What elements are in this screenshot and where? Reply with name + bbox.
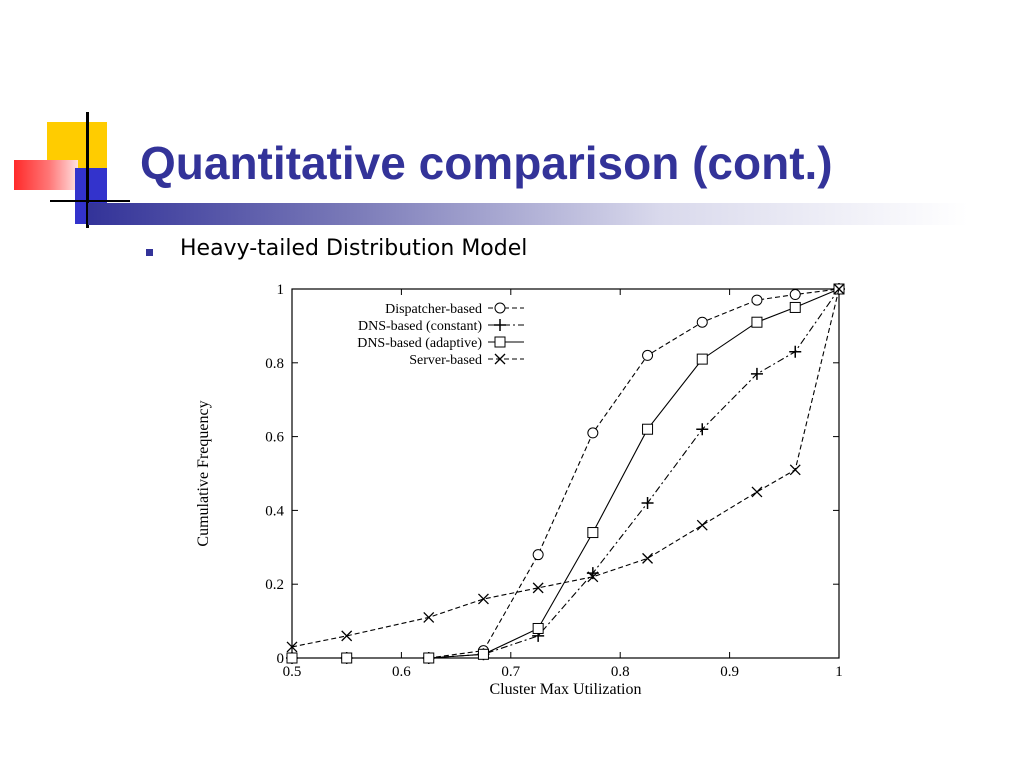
data-point-square (423, 652, 435, 664)
legend-label: DNS-based (adaptive) (357, 336, 482, 351)
data-point-square (642, 423, 654, 435)
data-point-x (642, 552, 654, 564)
y-tick-label: 0.6 (265, 430, 284, 446)
data-point-x (286, 641, 298, 653)
legend-label: Server-based (409, 353, 482, 368)
x-tick-label: 0.9 (720, 664, 739, 680)
x-tick-label: 0.8 (611, 664, 630, 680)
data-point-plus (641, 497, 654, 510)
deco-vertical-line (86, 112, 89, 228)
data-point-square (696, 353, 708, 365)
cdf-line-chart: 0.5 0.6 0.7 0.8 0.9 1 0 0.2 0.4 0.6 0.8 1 Cluster Ma… (195, 282, 845, 698)
data-point-circle (532, 549, 544, 561)
y-tick-label: 0.4 (265, 503, 284, 519)
data-point-square (587, 527, 599, 539)
data-point-x (696, 519, 708, 531)
x-tick-label: 0.6 (392, 664, 411, 680)
data-point-circle (696, 316, 708, 328)
data-point-square (789, 301, 801, 313)
data-point-plus (750, 367, 763, 380)
slide-title: Quantitative comparison (cont.) (140, 137, 833, 189)
data-point-square (477, 648, 489, 660)
data-point-circle (789, 289, 801, 301)
deco-red-bar (14, 160, 78, 190)
data-point-square (532, 622, 544, 634)
legend-label: Dispatcher-based (385, 302, 482, 317)
data-point-square (286, 652, 298, 664)
plot-frame (291, 288, 840, 659)
title-underline (88, 203, 968, 225)
y-tick-label: 0.8 (265, 356, 284, 372)
data-point-plus (696, 423, 709, 436)
data-point-circle (587, 427, 599, 439)
data-point-x (587, 571, 599, 583)
data-point-x (833, 283, 845, 295)
x-axis-label: Cluster Max Utilization (490, 681, 642, 698)
deco-horizontal-line (50, 200, 130, 202)
x-tick-label: 0.7 (501, 664, 520, 680)
y-tick-label: 1 (277, 282, 285, 298)
legend-label: DNS-based (constant) (358, 319, 482, 334)
data-point-square (341, 652, 353, 664)
y-tick-label: 0.2 (265, 577, 284, 593)
legend-marker-circle (494, 302, 506, 314)
data-point-x (477, 593, 489, 605)
data-point-x (423, 611, 435, 623)
data-point-x (751, 486, 763, 498)
x-tick-label: 1 (835, 664, 843, 680)
bullet-marker (146, 249, 153, 256)
data-point-circle (642, 349, 654, 361)
data-point-square (751, 316, 763, 328)
y-axis-label: Cumulative Frequency (195, 400, 212, 546)
legend-marker-plus (494, 319, 506, 331)
legend-marker-x (494, 353, 506, 365)
data-point-circle (751, 294, 763, 306)
data-point-plus (789, 345, 802, 358)
x-tick-label: 0.5 (283, 664, 302, 680)
bullet-text: Heavy-tailed Distribution Model (180, 236, 528, 261)
y-tick-label: 0 (277, 651, 285, 667)
data-point-x (341, 630, 353, 642)
legend-marker-square (494, 336, 506, 348)
data-point-x (789, 464, 801, 476)
data-point-x (532, 582, 544, 594)
